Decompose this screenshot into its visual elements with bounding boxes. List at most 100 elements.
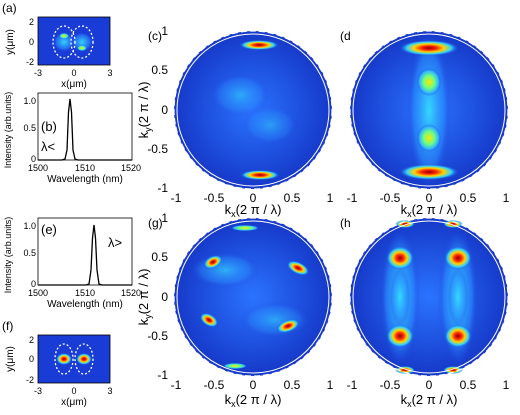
far-field-g: 1 0.5 0 -0.5 -1 -1 -0.5 0 0.5 1 kx(2 π /…	[136, 211, 334, 409]
far-field-g-lobe	[199, 312, 219, 328]
far-field-h-lobe	[444, 324, 472, 348]
far-field-g-lobe	[231, 225, 259, 231]
x-tick: 1	[327, 191, 334, 205]
far-field-c-glow	[210, 73, 270, 117]
ky-axis-label: ky(2 π / λ)	[136, 82, 153, 139]
spectrum-e-annotation: λ>	[108, 235, 122, 250]
y-tick: 0.5	[23, 248, 36, 258]
x-tick: 1520	[121, 163, 141, 173]
y-tick: -1	[157, 368, 168, 382]
far-field-h: -1 -0.5 0 0.5 1 kx(2 π / λ)	[347, 217, 510, 409]
x-tick: -1	[171, 191, 182, 205]
y-tick: -0.5	[147, 142, 168, 156]
far-field-d-circle-solid	[352, 33, 506, 187]
kx-axis-label: kx(2 π / λ)	[401, 392, 458, 409]
far-field-h-circle-dashed	[349, 217, 509, 377]
y-tick: 0	[29, 37, 34, 47]
panel-label-g: (g)	[148, 216, 163, 230]
kx-axis-label: kx(2 π / λ)	[225, 392, 282, 409]
far-field-h-lobe	[386, 246, 414, 270]
y-tick: 0	[161, 290, 168, 304]
x-tick: 0.5	[460, 378, 477, 392]
x-tick: -0.5	[204, 378, 225, 392]
far-field-h-lobe	[444, 246, 472, 270]
spectrum-b-annotation: λ<	[41, 139, 55, 154]
spectrum-e-frame	[37, 217, 133, 286]
x-tick: 0	[250, 191, 257, 205]
x-tick: 0	[71, 68, 76, 78]
far-field-g-lobe	[223, 363, 247, 369]
dashed-outline-left	[54, 343, 74, 375]
far-field-g-lobe	[276, 319, 300, 333]
x-tick: 1520	[121, 288, 141, 298]
far-field-c-circle-solid	[176, 33, 330, 187]
y-tick: -1	[157, 181, 168, 195]
panel-label-e: (e)	[41, 222, 57, 237]
kx-axis-label: kx(2 π / λ)	[401, 202, 458, 219]
x-tick: -0.5	[204, 191, 225, 205]
y-axis-label: Intensity (arb.units)	[3, 92, 13, 169]
x-axis-label: Wavelength (nm)	[47, 299, 123, 310]
y-tick: 0	[31, 279, 36, 289]
far-field-g-lobe	[286, 260, 310, 276]
far-field-h-lobe	[395, 220, 415, 228]
y-tick: 0	[29, 354, 34, 364]
x-tick: -0.5	[380, 191, 401, 205]
far-field-d-circle-dashed	[349, 30, 509, 190]
x-tick: -1	[347, 378, 358, 392]
spectrum-e-line	[38, 224, 132, 286]
spectrum-e: (e) λ> 1.0 0.5 0 1500 1510 1520 Waveleng…	[3, 217, 141, 310]
dashed-outline-left	[52, 25, 76, 59]
x-tick: 1500	[28, 288, 48, 298]
far-field-g-glow	[240, 302, 310, 338]
far-field-c-lobe-top	[239, 40, 279, 50]
mode-hotspot	[77, 45, 87, 51]
far-field-d-spot	[417, 68, 441, 96]
mode-lobe-right	[76, 353, 92, 365]
x-tick: 0	[426, 191, 433, 205]
y-tick: 0	[31, 154, 36, 164]
x-tick: -3	[34, 386, 42, 396]
y-tick: 0	[161, 103, 168, 117]
y-tick: -0.5	[147, 329, 168, 343]
far-field-h-circle-solid	[352, 220, 506, 374]
y-tick: -2	[26, 375, 34, 385]
far-field-g-circle-dashed	[173, 217, 333, 377]
far-field-c-glow	[242, 105, 298, 145]
far-field-c: 1 0.5 0 -0.5 -1 -1 -0.5 0 0.5 1 kx(2 π /…	[136, 24, 334, 219]
far-field-h-lobe	[443, 366, 463, 374]
mode-lobe-left	[53, 32, 75, 52]
mode-map-a: 2 0 -2 -3 0 3 x(μm) y(μm)	[5, 16, 113, 90]
x-tick: 0.5	[284, 191, 301, 205]
kx-axis-label: kx(2 π / λ)	[225, 202, 282, 219]
far-field-h-disk	[350, 218, 508, 376]
far-field-d-lobe-top	[399, 40, 459, 56]
y-tick: 0.5	[23, 123, 36, 133]
panel-label-a: (a)	[2, 1, 17, 15]
far-field-d-lobe-bottom	[399, 164, 459, 180]
ky-axis-label: ky(2 π / λ)	[136, 269, 153, 326]
x-tick: 0	[426, 378, 433, 392]
far-field-h-stripe	[390, 267, 410, 327]
x-tick: -1	[347, 191, 358, 205]
y-axis-label: y(μm)	[5, 346, 16, 372]
far-field-d-stripe	[407, 31, 451, 189]
panel-label-f: (f)	[2, 319, 13, 333]
spectrum-b-line	[38, 98, 132, 161]
x-tick: -0.5	[380, 378, 401, 392]
far-field-d-spot	[417, 124, 441, 152]
x-tick: 1510	[75, 163, 95, 173]
x-tick: -3	[34, 68, 42, 78]
far-field-h-lobe	[443, 220, 463, 228]
x-axis-label: x(μm)	[61, 397, 87, 408]
mode-map-f: 2 0 -2 -3 0 3 x(μm) y(μm)	[5, 334, 113, 408]
y-tick: 1	[161, 24, 168, 38]
mode-lobe-left	[56, 353, 72, 365]
x-tick: 1	[327, 378, 334, 392]
y-tick: 2	[29, 335, 34, 345]
x-tick: 0	[71, 386, 76, 396]
y-tick: 1	[161, 211, 168, 225]
y-axis-label: y(μm)	[5, 29, 16, 55]
x-tick: 3	[107, 386, 112, 396]
